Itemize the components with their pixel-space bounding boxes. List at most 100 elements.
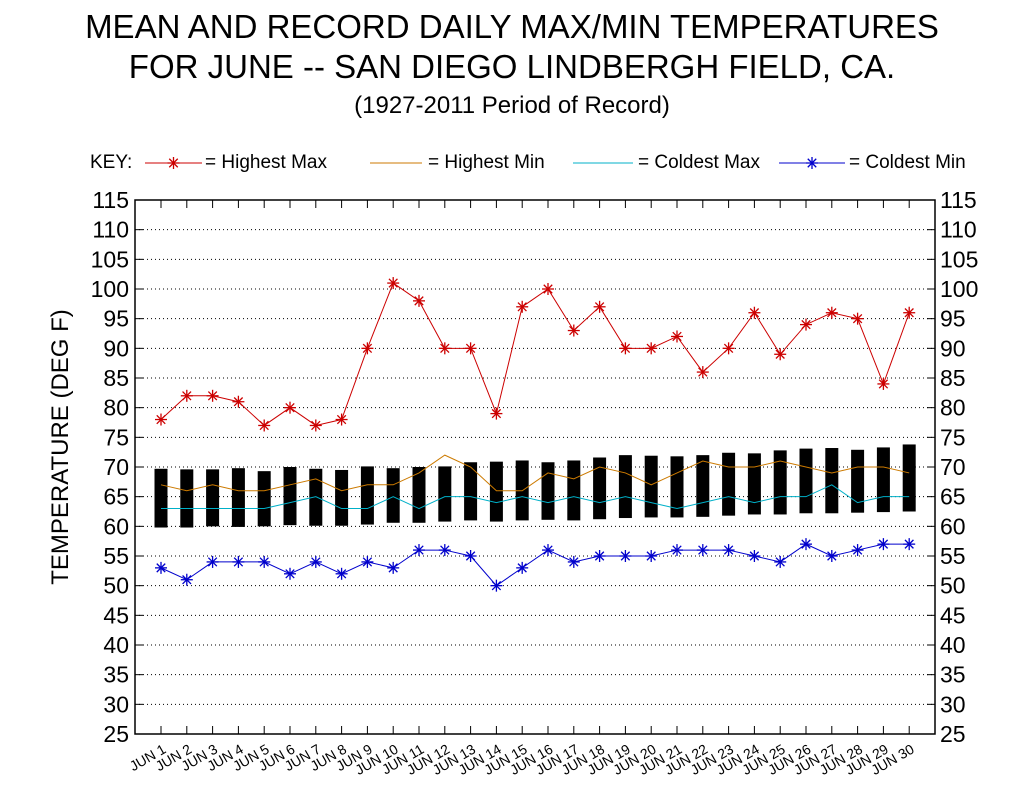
mean-range-bar (851, 449, 865, 513)
y-tick-label-right: 85 (940, 365, 966, 391)
point-coldest-min (490, 579, 503, 592)
mean-range-bar (593, 457, 607, 520)
y-tick-label-right: 70 (940, 454, 966, 480)
y-tick-label-left: 90 (103, 335, 129, 361)
y-tick-label-right: 55 (940, 543, 966, 569)
point-coldest-min (387, 561, 400, 574)
y-tick-label-right: 115 (940, 187, 977, 213)
y-tick-label-right: 45 (940, 602, 966, 628)
point-highest-max (593, 300, 606, 313)
y-tick-label-right: 65 (940, 484, 966, 510)
y-tick-label-right: 95 (940, 306, 966, 332)
point-coldest-min (800, 538, 812, 551)
y-tick-label-right: 60 (940, 513, 966, 539)
chart-title-line2: FOR JUNE -- SAN DIEGO LINDBERGH FIELD, C… (128, 48, 896, 85)
mean-range-bar (206, 469, 220, 527)
point-highest-max (258, 419, 271, 432)
series-markers (155, 277, 916, 592)
mean-range-bar (773, 450, 787, 515)
legend-label-coldest-min: = Coldest Min (849, 152, 966, 173)
y-tick-label-left: 100 (91, 276, 129, 302)
series-lines (160, 282, 910, 587)
point-coldest-min (825, 550, 838, 562)
point-highest-max (206, 389, 219, 402)
point-coldest-min (180, 573, 193, 586)
point-highest-max (413, 294, 425, 307)
mean-range-bar (747, 453, 761, 515)
point-coldest-min (774, 555, 787, 568)
point-highest-max (774, 348, 787, 361)
point-coldest-min (361, 555, 374, 568)
series-line-coldest-max (161, 484, 910, 510)
point-coldest-min (413, 544, 425, 557)
mean-range-bar (335, 469, 349, 526)
point-coldest-min (722, 544, 735, 557)
point-coldest-min (438, 544, 451, 557)
mean-range-bar (386, 468, 400, 523)
point-highest-max (671, 330, 683, 343)
y-tick-label-right: 100 (940, 276, 978, 302)
point-coldest-min (593, 550, 606, 562)
mean-range-bar (309, 468, 323, 526)
point-coldest-min (258, 555, 271, 568)
legend-swatches (145, 157, 845, 169)
series-line-highest-max (160, 282, 910, 427)
point-coldest-min (464, 550, 477, 562)
point-highest-max (232, 395, 245, 408)
chart-subtitle: (1927-2011 Period of Record) (354, 92, 670, 119)
y-tick-label-right: 80 (940, 395, 966, 421)
point-highest-max (800, 318, 812, 331)
y-tick-label-left: 85 (103, 365, 129, 391)
point-coldest-min (567, 555, 580, 568)
point-coldest-min (748, 550, 761, 562)
point-highest-max (722, 342, 735, 355)
mean-range-bar (180, 469, 194, 528)
legend-key-label: KEY: (90, 152, 133, 173)
mean-range-bar (644, 455, 658, 518)
point-highest-max (180, 389, 193, 402)
y-tick-label-right: 50 (940, 573, 966, 599)
y-tick-label-left: 60 (103, 513, 129, 539)
mean-range-bar (567, 460, 581, 521)
mean-range-bar (825, 448, 839, 514)
point-coldest-min (516, 561, 529, 574)
y-tick-label-right: 25 (940, 721, 966, 747)
mean-range-bar (360, 466, 374, 525)
point-highest-max (490, 407, 503, 420)
y-tick-label-right: 75 (940, 424, 966, 450)
series-line-coldest-min (160, 543, 910, 587)
point-highest-max (645, 342, 658, 355)
point-highest-max (387, 277, 400, 290)
y-tick-label-left: 115 (92, 187, 129, 213)
point-highest-max (438, 342, 451, 355)
y-tick-label-left: 105 (91, 246, 129, 272)
point-coldest-min (877, 538, 890, 551)
point-highest-max (464, 342, 477, 355)
y-tick-label-left: 55 (103, 543, 129, 569)
y-tick-label-left: 110 (92, 217, 129, 243)
mean-range-bar (541, 462, 555, 520)
mean-range-bar (696, 455, 710, 517)
point-highest-max (309, 419, 322, 432)
point-coldest-min (284, 567, 296, 580)
y-tick-label-left: 25 (103, 721, 129, 747)
chart-title: MEAN AND RECORD DAILY MAX/MIN TEMPERATUR… (85, 8, 939, 45)
point-highest-max (825, 306, 838, 319)
point-highest-max (748, 306, 761, 319)
point-highest-max (903, 306, 916, 319)
point-coldest-min (619, 550, 632, 562)
series-line-highest-min (160, 454, 910, 492)
point-highest-max (516, 300, 529, 313)
point-highest-max (335, 413, 348, 426)
y-tick-label-left: 80 (103, 395, 129, 421)
point-highest-max (284, 401, 296, 414)
mean-range-bar (412, 467, 426, 523)
point-coldest-min (542, 544, 554, 557)
point-highest-max (696, 366, 709, 379)
y-tick-label-right: 35 (940, 662, 966, 688)
y-tick-label-left: 65 (103, 484, 129, 510)
mean-range-bar (154, 468, 168, 528)
y-tick-label-left: 50 (103, 573, 129, 599)
mean-range-bar (618, 455, 632, 519)
